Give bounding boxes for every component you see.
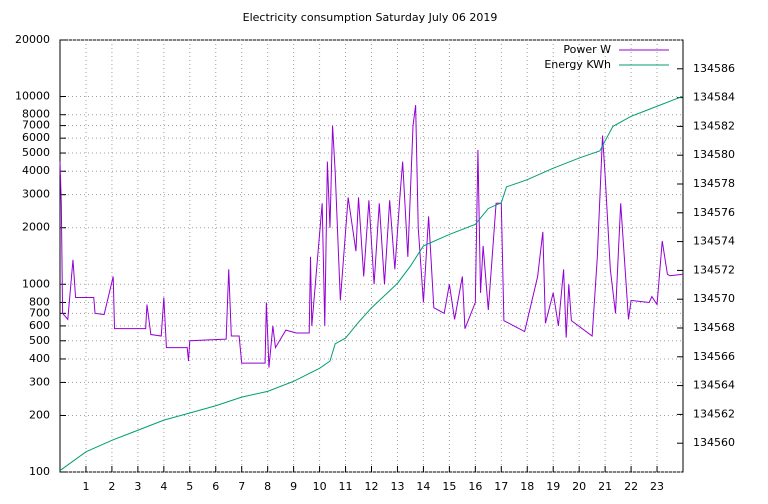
y2-tick-label: 134580 (693, 148, 735, 161)
x-tick-label: 19 (546, 480, 560, 493)
y-tick-label: 800 (29, 295, 50, 308)
y2-tick-label: 134582 (693, 119, 735, 132)
x-tick-label: 7 (238, 480, 245, 493)
y2-tick-label: 134562 (693, 407, 735, 420)
x-tick-label: 15 (442, 480, 456, 493)
y2-tick-label: 134586 (693, 62, 735, 75)
x-tick-label: 9 (290, 480, 297, 493)
y-tick-label: 200 (29, 408, 50, 421)
x-tick-label: 23 (650, 480, 664, 493)
x-tick-label: 3 (134, 480, 141, 493)
y-tick-label: 7000 (22, 119, 50, 132)
y-tick-label: 10000 (15, 90, 50, 103)
y-tick-label: 3000 (22, 188, 50, 201)
x-tick-label: 1 (82, 480, 89, 493)
chart-title: Electricity consumption Saturday July 06… (243, 11, 498, 24)
x-tick-label: 21 (598, 480, 612, 493)
y-tick-label: 8000 (22, 108, 50, 121)
x-tick-label: 22 (624, 480, 638, 493)
y-tick-label: 5000 (22, 146, 50, 159)
x-tick-label: 8 (264, 480, 271, 493)
y2-tick-label: 134564 (693, 379, 735, 392)
y2-tick-label: 134566 (693, 350, 735, 363)
x-tick-label: 5 (186, 480, 193, 493)
y-tick-label: 6000 (22, 131, 50, 144)
y2-tick-label: 134576 (693, 206, 735, 219)
y-tick-label: 20000 (15, 33, 50, 46)
x-tick-label: 2 (108, 480, 115, 493)
x-tick-label: 16 (468, 480, 482, 493)
x-tick-label: 12 (365, 480, 379, 493)
y2-tick-label: 134578 (693, 177, 735, 190)
x-tick-label: 10 (313, 480, 327, 493)
x-tick-label: 20 (572, 480, 586, 493)
y2-tick-label: 134572 (693, 263, 735, 276)
y2-tick-label: 134560 (693, 436, 735, 449)
x-tick-label: 14 (416, 480, 430, 493)
x-tick-label: 18 (520, 480, 534, 493)
series-line (59, 105, 684, 368)
y-tick-label: 1000 (22, 277, 50, 290)
x-tick-label: 13 (390, 480, 404, 493)
series-line (59, 95, 684, 471)
y-tick-label: 300 (29, 375, 50, 388)
y-tick-label: 100 (29, 465, 50, 478)
y2-tick-label: 134568 (693, 321, 735, 334)
y2-tick-label: 134584 (693, 91, 735, 104)
y-tick-label: 400 (29, 352, 50, 365)
y-tick-label: 4000 (22, 164, 50, 177)
y-tick-label: 600 (29, 319, 50, 332)
legend-label: Energy KWh (544, 58, 611, 71)
x-tick-label: 6 (212, 480, 219, 493)
y-tick-label: 700 (29, 306, 50, 319)
x-tick-label: 4 (160, 480, 167, 493)
y-tick-label: 2000 (22, 221, 50, 234)
y2-tick-label: 134570 (693, 292, 735, 305)
x-tick-label: 17 (494, 480, 508, 493)
y-tick-label: 500 (29, 334, 50, 347)
y2-tick-label: 134574 (693, 235, 735, 248)
x-tick-label: 11 (339, 480, 353, 493)
legend-label: Power W (563, 43, 611, 56)
